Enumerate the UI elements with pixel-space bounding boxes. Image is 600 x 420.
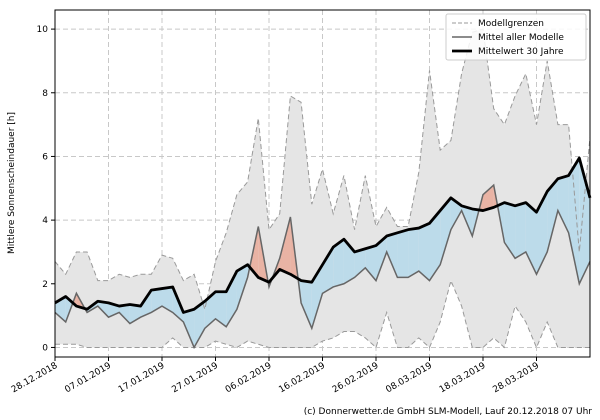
- x-tick-label: 07.01.2019: [63, 361, 113, 396]
- difference-fill: [204, 291, 216, 329]
- difference-fill: [97, 301, 109, 318]
- x-tick-label: 18.03.2019: [438, 361, 488, 396]
- y-tick-label: 8: [42, 89, 48, 99]
- difference-fill: [386, 232, 398, 278]
- y-tick-label: 6: [42, 152, 48, 162]
- difference-fill: [365, 245, 376, 281]
- y-tick-label: 4: [42, 216, 48, 226]
- legend-label: Modellgrenzen: [478, 19, 544, 29]
- model-upper-line: [54, 28, 591, 312]
- difference-fill: [515, 202, 526, 259]
- difference-fill: [215, 291, 227, 327]
- difference-fill: [301, 280, 312, 329]
- difference-fill: [333, 239, 344, 287]
- difference-fill: [236, 264, 248, 310]
- y-axis-label: Mittlere Sonnenscheindauer [h]: [7, 112, 17, 254]
- difference-fill: [429, 210, 441, 281]
- difference-fill: [397, 229, 409, 278]
- model-mean-line: [54, 183, 591, 350]
- difference-fill: [151, 288, 162, 313]
- difference-fill: [183, 309, 195, 348]
- difference-fill: [418, 223, 430, 281]
- legend-box: [445, 13, 587, 61]
- legend-label: Mittelwert 30 Jahre: [478, 47, 564, 57]
- x-tick-label: 06.02.2019: [224, 361, 274, 396]
- y-tick-label: 0: [42, 343, 48, 353]
- climate-mean-line: [54, 156, 592, 314]
- difference-fill: [557, 175, 569, 233]
- legend-label: Mittel aller Modelle: [478, 33, 564, 43]
- difference-fill: [536, 191, 548, 275]
- x-tick-label: 27.01.2019: [170, 361, 220, 396]
- difference-fill: [547, 178, 558, 252]
- difference-fill: [450, 197, 462, 230]
- difference-fill: [440, 197, 451, 265]
- y-tick-label: 10: [37, 25, 49, 35]
- difference-fill: [311, 264, 323, 329]
- model-lower-line: [55, 279, 590, 349]
- difference-fill: [322, 247, 334, 294]
- difference-fill: [119, 304, 130, 324]
- x-tick-label: 17.01.2019: [117, 361, 167, 396]
- difference-fill: [279, 216, 291, 275]
- difference-fill: [408, 228, 419, 278]
- difference-fill: [376, 236, 387, 281]
- difference-fill: [483, 185, 494, 211]
- difference-fill: [504, 202, 516, 259]
- difference-fill: [568, 158, 580, 284]
- x-tick-label: 16.02.2019: [277, 361, 327, 396]
- plot-frame: [54, 9, 591, 358]
- x-tick-label: 28.12.2018: [10, 361, 60, 396]
- footer: (c) Donnerwetter.de GmbH SLM-Modell, Lau…: [304, 407, 593, 417]
- x-tick-label: 28.03.2019: [491, 361, 541, 396]
- difference-fill: [162, 286, 173, 313]
- difference-fill: [194, 301, 205, 348]
- x-tick-label: 08.03.2019: [384, 361, 434, 396]
- x-tick-label: 26.02.2019: [331, 361, 381, 396]
- y-tick-label: 2: [42, 280, 48, 290]
- difference-fill: [140, 290, 152, 318]
